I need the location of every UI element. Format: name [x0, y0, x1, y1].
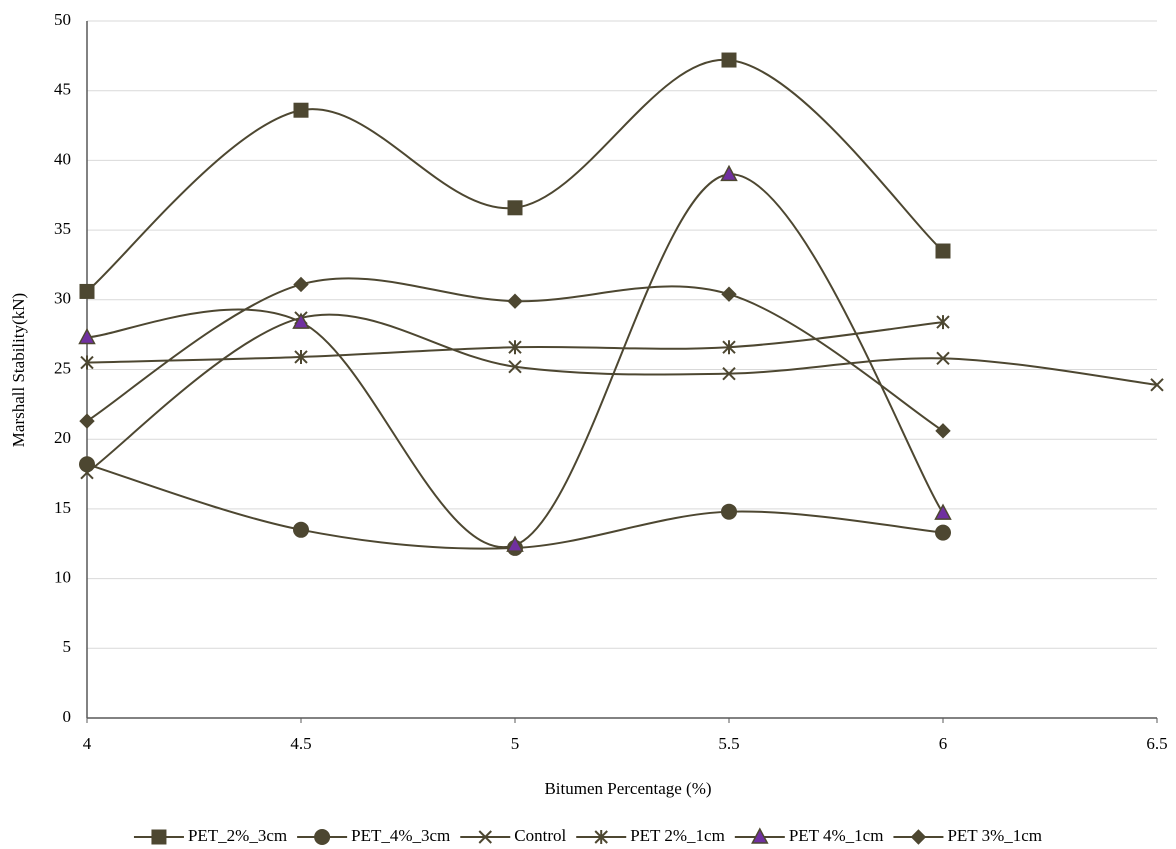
marker [935, 524, 951, 541]
marker [507, 200, 523, 216]
marker [478, 830, 492, 844]
marker [936, 315, 950, 330]
marker [314, 829, 331, 845]
marker [508, 340, 522, 355]
x-tick-label: 4 [83, 734, 92, 753]
marker [79, 456, 95, 473]
y-tick-label: 40 [54, 149, 71, 168]
legend-item: PET 4%_1cm [734, 826, 884, 845]
legend-label: PET 4%_1cm [789, 826, 884, 845]
marker [1150, 378, 1164, 392]
marker [936, 351, 950, 366]
legend-label: PET 2%_1cm [630, 826, 725, 845]
marker [506, 535, 524, 552]
y-tick-label: 10 [54, 568, 71, 587]
y-tick-label: 5 [63, 637, 72, 656]
y-tick-label: 15 [54, 498, 71, 517]
marker [151, 829, 167, 845]
marker [292, 312, 310, 329]
marker [79, 283, 95, 299]
marker [935, 243, 951, 259]
x-tick-label: 6 [939, 734, 948, 753]
marker [935, 423, 951, 439]
marker [934, 503, 952, 520]
legend-item: PET_2%_3cm [133, 826, 287, 845]
marker [594, 830, 608, 844]
legend-item: PET 3%_1cm [893, 826, 1042, 845]
legend-item: Control [460, 826, 566, 845]
marker [294, 349, 308, 364]
y-tick-label: 35 [54, 219, 71, 238]
legend-label: PET 3%_1cm [947, 826, 1042, 845]
legend-label: PET_2%_3cm [188, 826, 287, 845]
marker [721, 286, 737, 302]
marker [722, 340, 736, 355]
x-tick-label: 5.5 [718, 734, 739, 753]
x-tick-label: 4.5 [290, 734, 311, 753]
y-tick-label: 50 [54, 10, 71, 29]
y-tick-label: 45 [54, 80, 71, 99]
legend-label: PET_4%_3cm [351, 826, 450, 845]
legend: PET_2%_3cm PET_4%_3cm Control PET 2%_1cm PET… [133, 826, 1042, 845]
y-tick-label: 30 [54, 289, 71, 308]
legend-item: PET 2%_1cm [576, 826, 725, 845]
marker [722, 366, 736, 381]
marker [721, 52, 737, 68]
series-line [86, 313, 1158, 474]
marker [293, 102, 309, 118]
y-tick-label: 0 [63, 707, 72, 726]
x-tick-label: 5 [511, 734, 520, 753]
marker [293, 276, 309, 293]
y-tick-label: 25 [54, 358, 71, 377]
legend-item: PET_4%_3cm [297, 826, 450, 845]
marker [507, 293, 523, 309]
marker [508, 360, 522, 374]
series-line [86, 173, 944, 549]
y-axis-title: Marshall Stability(kN) [9, 293, 28, 447]
marker [293, 521, 309, 538]
x-tick-label: 6.5 [1146, 734, 1167, 753]
marker [751, 827, 769, 844]
x-axis-title: Bitumen Percentage (%) [544, 779, 711, 798]
marker [80, 355, 94, 370]
marker [720, 164, 738, 182]
y-tick-label: 20 [54, 428, 71, 447]
marker [79, 413, 95, 429]
marker [910, 829, 927, 845]
marker [721, 503, 737, 520]
marker [78, 327, 96, 345]
marker [80, 465, 94, 480]
legend-label: Control [514, 826, 566, 845]
